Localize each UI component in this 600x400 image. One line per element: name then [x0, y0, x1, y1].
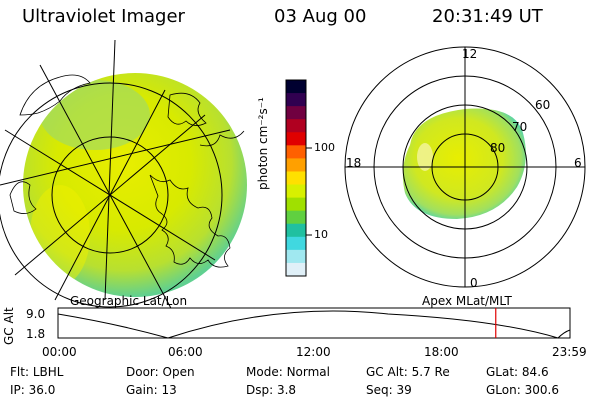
colorbar-stripe — [286, 132, 306, 146]
mlt-label-12: 12 — [462, 47, 478, 61]
mlt-label-18: 18 — [346, 156, 362, 170]
status-glon: GLon: 300.6 — [486, 383, 559, 397]
colorbar-stripe — [286, 145, 306, 159]
colorbar-stripe — [286, 119, 306, 133]
lat-lon-grid — [0, 39, 231, 326]
mlat-label-80: 80 — [490, 141, 506, 155]
colorbar-stripe — [286, 93, 306, 107]
time-label: 20:31:49 UT — [432, 6, 543, 27]
status-ip: IP: 36.0 — [10, 383, 56, 397]
colorbar-stripe — [286, 210, 306, 225]
colorbar-stripe — [286, 262, 306, 277]
timeline-ytick-9: 9.0 — [26, 307, 46, 321]
timeline-xtick-0600: 06:00 — [168, 345, 203, 359]
timeline-xtick-1200: 12:00 — [296, 345, 331, 359]
instrument-title: Ultraviolet Imager — [22, 6, 185, 27]
mlt-label-6: 6 — [574, 156, 582, 170]
polar-panel-label: Apex MLat/MLT — [422, 294, 512, 308]
colorbar — [285, 79, 312, 277]
status-glat: GLat: 84.6 — [486, 365, 549, 379]
timeline-xtick-0000: 00:00 — [42, 345, 77, 359]
colorbar-stripe — [286, 197, 306, 212]
colorbar-stripe — [286, 249, 306, 264]
timeline-axis-label: GC Alt — [2, 307, 16, 345]
timeline-xtick-1800: 18:00 — [424, 345, 459, 359]
orbit-timeline — [57, 307, 571, 339]
status-gc-alt: GC Alt: 5.7 Re — [366, 365, 450, 379]
colorbar-tick-10: 10 — [314, 228, 328, 241]
geographic-image — [0, 39, 247, 326]
colorbar-stripe — [286, 80, 306, 94]
colorbar-tick-100: 100 — [314, 141, 335, 154]
status-mode: Mode: Normal — [246, 365, 330, 379]
colorbar-stripe — [286, 184, 306, 199]
mlat-label-70: 70 — [512, 120, 528, 134]
colorbar-stripe — [286, 106, 306, 120]
status-door: Door: Open — [126, 365, 195, 379]
colorbar-stripe — [286, 236, 306, 251]
polar-grid — [344, 46, 586, 288]
polar-image — [344, 46, 586, 288]
colorbar-stripe — [286, 158, 306, 172]
colorbar-unit-label: photon cm⁻²s⁻¹ — [256, 97, 270, 190]
status-seq: Seq: 39 — [366, 383, 412, 397]
timeline-xtick-2359: 23:59 — [552, 345, 587, 359]
status-filter: Flt: LBHL — [10, 365, 64, 379]
date-label: 03 Aug 00 — [274, 6, 367, 27]
status-gain: Gain: 13 — [126, 383, 177, 397]
colorbar-stripe — [286, 171, 306, 186]
mlat-label-60: 60 — [535, 98, 551, 112]
auroral-oval — [402, 108, 526, 219]
timeline-ytick-1-8: 1.8 — [26, 327, 46, 341]
mlt-label-0: 0 — [470, 276, 478, 290]
status-dsp: Dsp: 3.8 — [246, 383, 297, 397]
geo-panel-label: Geographic Lat/Lon — [70, 294, 188, 308]
colorbar-stripe — [286, 223, 306, 238]
